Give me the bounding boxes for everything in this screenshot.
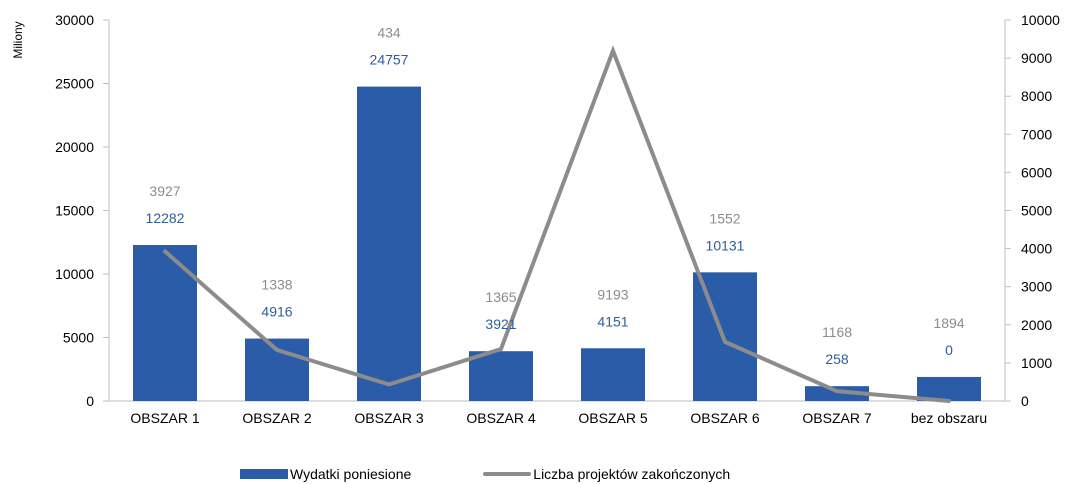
line-data-label: 1365 — [485, 289, 516, 305]
left-tick-label: 20000 — [55, 139, 94, 155]
legend-swatch-bar — [240, 469, 288, 479]
bar — [581, 348, 645, 401]
category-label: OBSZAR 6 — [690, 410, 759, 426]
line-data-label: 1168 — [822, 324, 852, 340]
left-tick-label: 15000 — [55, 203, 94, 219]
line-data-label: 1894 — [933, 315, 964, 331]
right-tick-label: 4000 — [1021, 241, 1052, 257]
bar — [917, 376, 981, 401]
category-label: OBSZAR 3 — [354, 410, 423, 426]
right-tick-label: 5000 — [1021, 203, 1052, 219]
line-data-label: 9193 — [597, 286, 628, 302]
bar — [469, 351, 533, 401]
bar-data-label: 258 — [825, 351, 849, 367]
legend-item-bar: Wydatki poniesione — [240, 466, 411, 482]
category-label: OBSZAR 1 — [130, 410, 199, 426]
legend-item-line: Liczba projektów zakończonych — [483, 466, 730, 482]
bar-data-label: 4916 — [261, 304, 292, 320]
legend-label-bar: Wydatki poniesione — [290, 466, 412, 482]
line-data-label: 434 — [377, 25, 401, 41]
bar-data-label: 10131 — [706, 237, 745, 253]
category-label: OBSZAR 7 — [802, 410, 871, 426]
bar-data-label: 0 — [945, 342, 953, 358]
category-label: OBSZAR 5 — [578, 410, 647, 426]
left-tick-label: 10000 — [55, 266, 94, 282]
bar-data-label: 24757 — [370, 52, 409, 68]
right-tick-label: 6000 — [1021, 164, 1052, 180]
left-axis-ticks: 0 5000 10000 15000 20000 25000 30000 — [55, 12, 109, 409]
legend: Wydatki poniesione Liczba projektów zako… — [240, 464, 802, 484]
right-tick-label: 1000 — [1021, 355, 1052, 371]
right-tick-label: 10000 — [1021, 12, 1060, 28]
legend-label-line: Liczba projektów zakończonych — [533, 466, 731, 482]
bar — [133, 245, 197, 401]
line-path — [163, 45, 951, 403]
category-labels: OBSZAR 1 OBSZAR 2 OBSZAR 3 OBSZAR 4 OBSZAR 5… — [130, 410, 987, 426]
bar-data-label: 12282 — [146, 210, 185, 226]
line-data-label: 1552 — [709, 210, 740, 226]
right-tick-label: 0 — [1021, 393, 1029, 409]
right-tick-label: 7000 — [1021, 126, 1052, 142]
bar-data-label: 3921 — [485, 316, 516, 332]
bar-data-label: 4151 — [597, 313, 628, 329]
line-series — [163, 45, 951, 403]
bar — [357, 86, 421, 402]
left-tick-label: 0 — [86, 393, 94, 409]
category-label: OBSZAR 4 — [466, 410, 535, 426]
right-tick-label: 3000 — [1021, 279, 1052, 295]
data-labels: 12282 3927 4916 1338 24757 434 3921 1365 4151 919… — [146, 25, 965, 368]
category-label: bez obszaru — [911, 410, 987, 426]
y-axis-title: Miliony — [11, 21, 25, 58]
right-tick-label: 9000 — [1021, 50, 1052, 66]
bar-series — [133, 86, 981, 402]
right-axis-ticks: 0 1000 2000 3000 4000 5000 6000 7000 8000 9000 100… — [1005, 12, 1060, 409]
line-data-label: 1338 — [261, 277, 292, 293]
bar — [805, 386, 869, 401]
right-tick-label: 2000 — [1021, 317, 1052, 333]
right-tick-label: 8000 — [1021, 88, 1052, 104]
left-tick-label: 5000 — [63, 330, 94, 346]
legend-swatch-line — [483, 472, 532, 476]
left-tick-label: 30000 — [55, 12, 94, 28]
line-data-label: 3927 — [149, 183, 180, 199]
left-tick-label: 25000 — [55, 76, 94, 92]
category-label: OBSZAR 2 — [242, 410, 311, 426]
